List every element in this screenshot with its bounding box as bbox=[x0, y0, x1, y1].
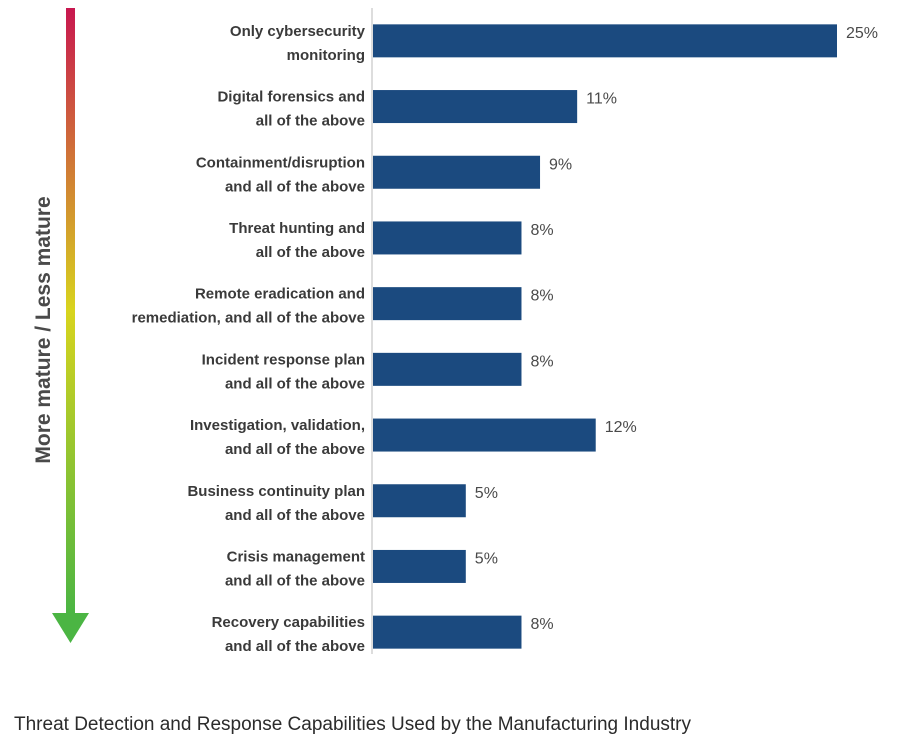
category-label: Threat hunting and all of the above bbox=[229, 220, 365, 261]
category-label: Investigation, validation, and all of the… bbox=[190, 417, 365, 458]
bar-chart: More mature / Less mature Only cybersecu… bbox=[32, 8, 878, 655]
category-label-line: Digital forensics and bbox=[217, 89, 365, 106]
bar bbox=[373, 549, 466, 583]
category-label-line: Business continuity plan bbox=[187, 483, 365, 500]
bar-value-label: 5% bbox=[475, 485, 498, 502]
category-label-line: all of the above bbox=[256, 244, 365, 261]
bar bbox=[373, 90, 578, 124]
y-axis-label: More mature / Less mature bbox=[32, 196, 55, 463]
category-labels: Only cybersecurity monitoring Digital fore… bbox=[132, 23, 366, 655]
category-label-line: and all of the above bbox=[225, 178, 365, 195]
category-label-line: and all of the above bbox=[225, 572, 365, 589]
maturity-arrow-head bbox=[52, 613, 89, 643]
maturity-arrow-shaft bbox=[66, 8, 75, 613]
category-label-line: Crisis management bbox=[227, 548, 365, 565]
bar-value-label: 9% bbox=[549, 156, 572, 173]
category-label-line: and all of the above bbox=[225, 507, 365, 524]
chart-caption: Threat Detection and Response Capabiliti… bbox=[14, 714, 691, 735]
category-label-line: Remote eradication and bbox=[195, 286, 365, 303]
maturity-arrow bbox=[52, 8, 89, 643]
bars-group bbox=[373, 24, 837, 649]
category-label: Containment/disruption and all of the abo… bbox=[196, 154, 365, 195]
bar bbox=[373, 24, 837, 58]
category-label: Recovery capabilities and all of the abov… bbox=[212, 614, 365, 655]
category-label: Digital forensics and all of the above bbox=[217, 89, 365, 130]
category-label-line: Only cybersecurity bbox=[230, 23, 366, 40]
bar-value-label: 8% bbox=[530, 616, 553, 633]
bar bbox=[373, 287, 522, 321]
bar bbox=[373, 221, 522, 255]
category-label: Crisis management and all of the above bbox=[225, 548, 365, 589]
bar bbox=[373, 484, 466, 518]
category-label-line: Incident response plan bbox=[202, 351, 365, 368]
bar-value-label: 5% bbox=[475, 550, 498, 567]
category-label: Only cybersecurity monitoring bbox=[230, 23, 366, 64]
category-label-line: Recovery capabilities bbox=[212, 614, 365, 631]
category-label-line: monitoring bbox=[287, 47, 365, 64]
bar-value-label: 8% bbox=[530, 222, 553, 239]
bar bbox=[373, 418, 596, 452]
bar-value-label: 8% bbox=[530, 353, 553, 370]
value-labels: 25% 11% 9% 8% 8% 8% 12% 5% 5% 8% bbox=[475, 25, 878, 633]
category-label: Remote eradication and remediation, and a… bbox=[132, 286, 365, 327]
bar-value-label: 11% bbox=[586, 91, 617, 108]
category-label-line: all of the above bbox=[256, 113, 365, 130]
bar-value-label: 8% bbox=[530, 288, 553, 305]
category-label-line: and all of the above bbox=[225, 638, 365, 655]
category-label-line: remediation, and all of the above bbox=[132, 310, 365, 327]
category-label-line: and all of the above bbox=[225, 441, 365, 458]
bar-value-label: 12% bbox=[605, 419, 637, 436]
category-label-line: Containment/disruption bbox=[196, 154, 365, 171]
bar bbox=[373, 615, 522, 649]
category-label: Incident response plan and all of the abo… bbox=[202, 351, 365, 392]
category-label-line: Threat hunting and bbox=[229, 220, 365, 237]
bar-value-label: 25% bbox=[846, 25, 878, 42]
bar bbox=[373, 352, 522, 386]
category-label-line: and all of the above bbox=[225, 375, 365, 392]
category-label-line: Investigation, validation, bbox=[190, 417, 365, 434]
bar bbox=[373, 155, 541, 189]
category-label: Business continuity plan and all of the a… bbox=[187, 483, 365, 524]
